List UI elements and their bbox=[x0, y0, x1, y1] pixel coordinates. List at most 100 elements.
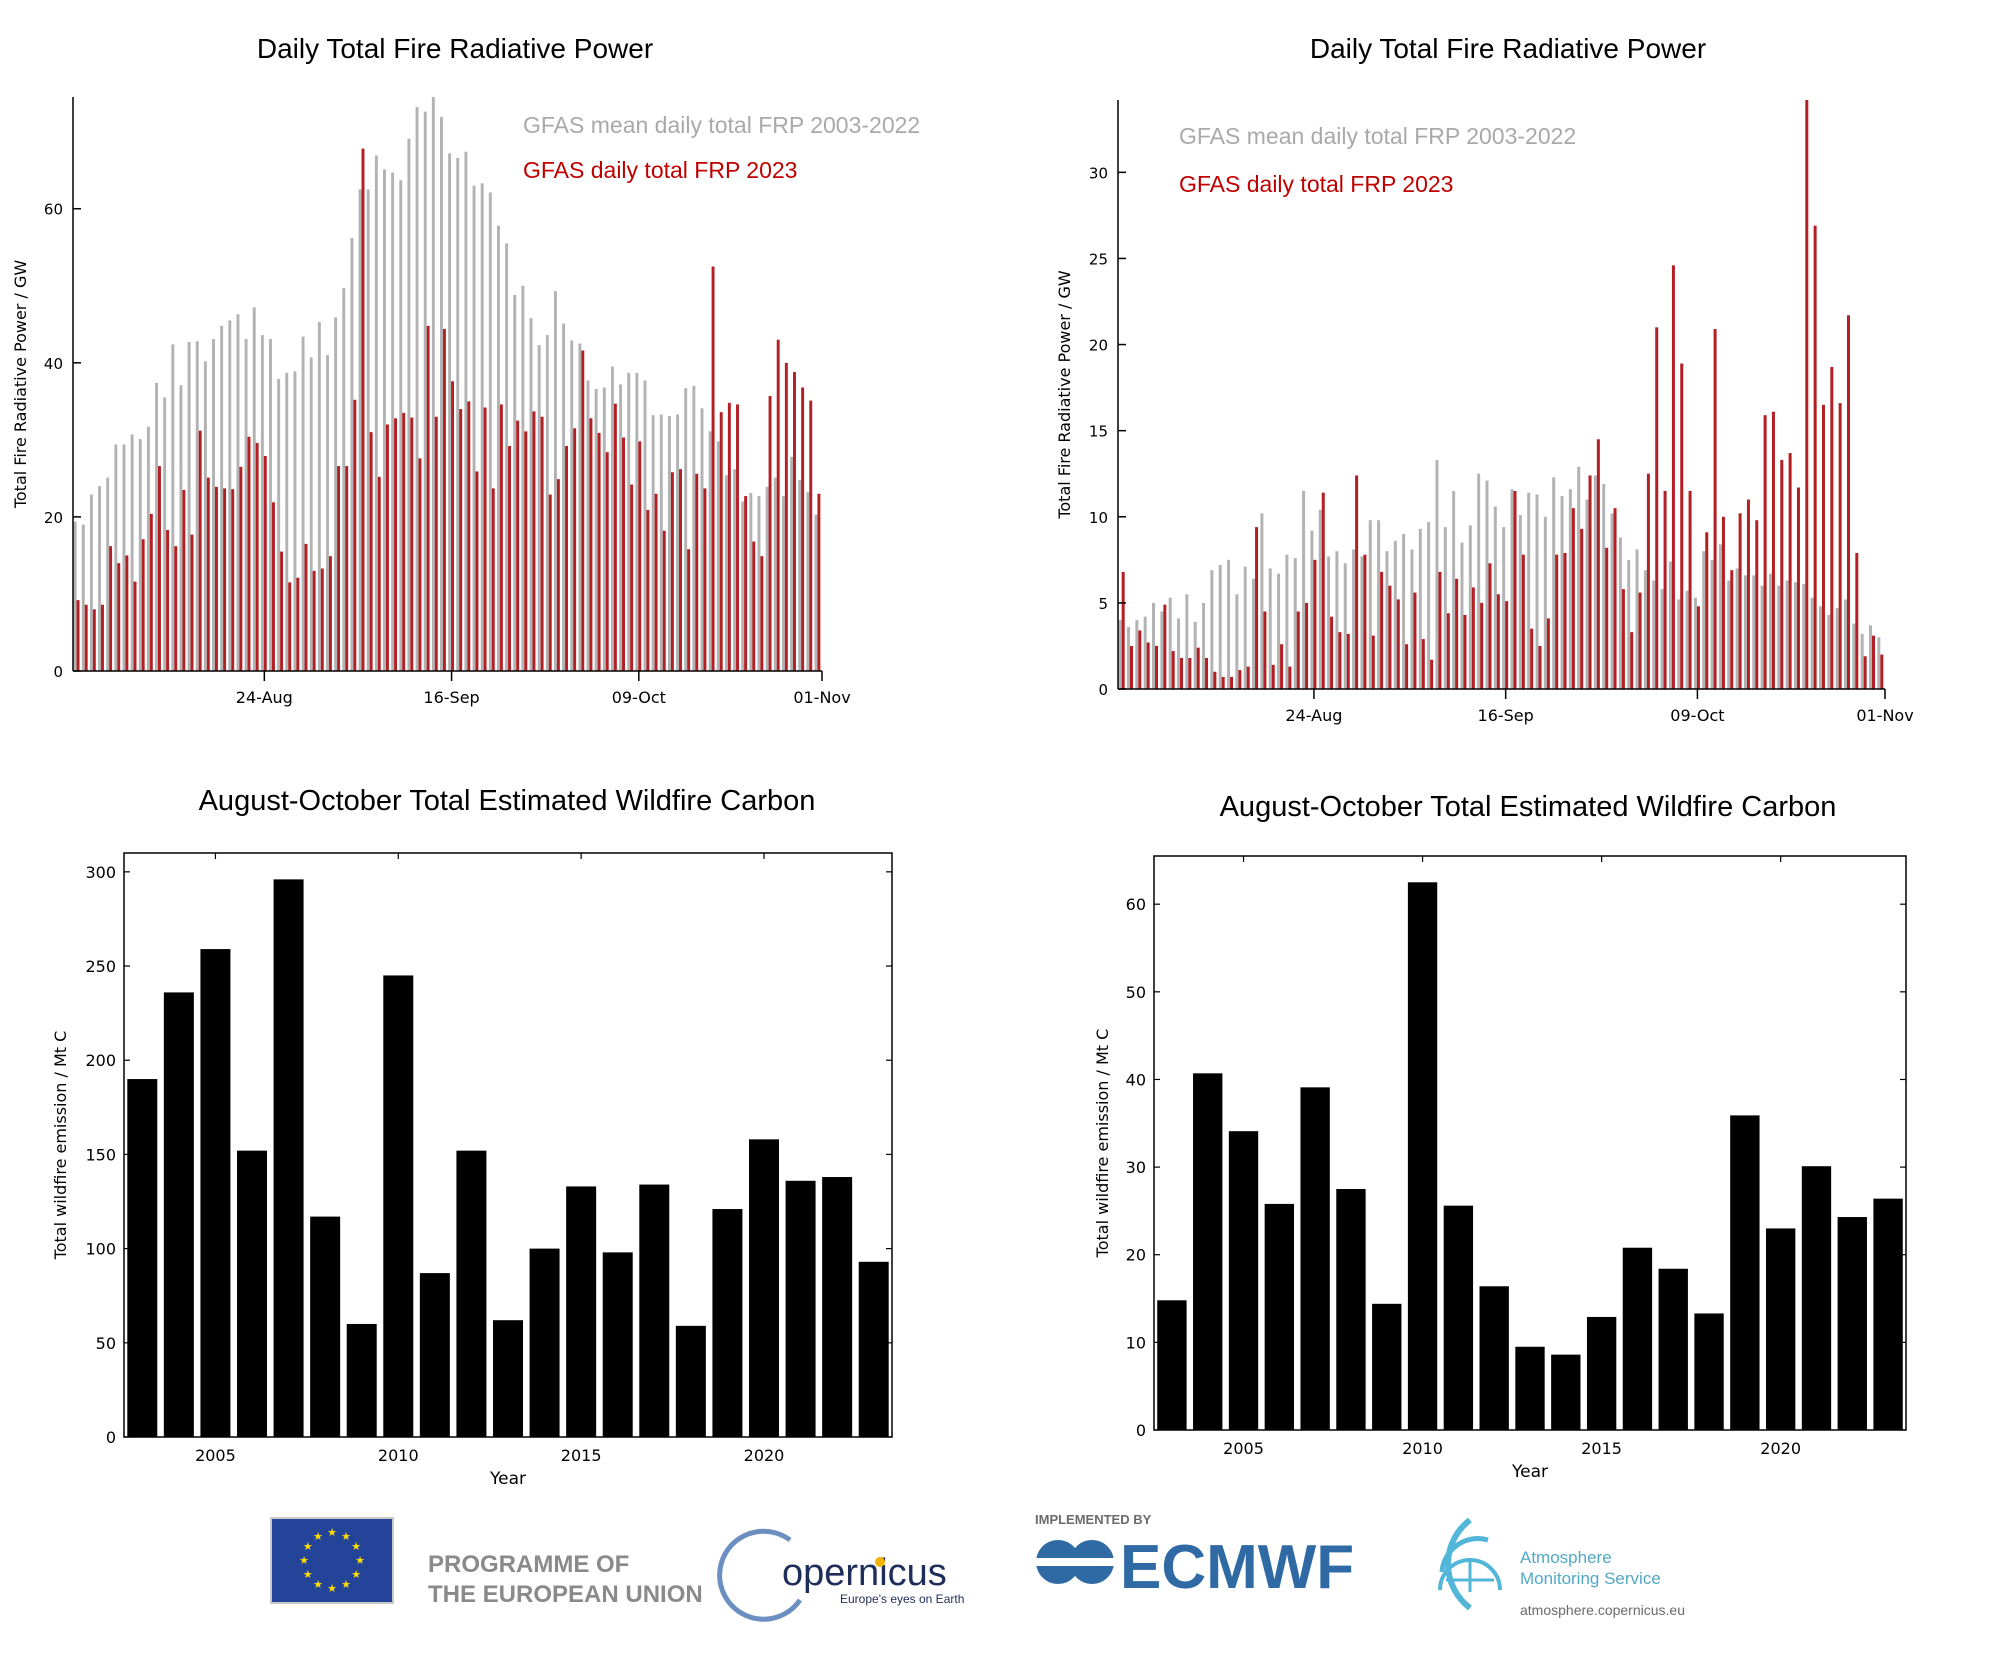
bar-year bbox=[1765, 1228, 1796, 1430]
bar-mean bbox=[1518, 515, 1522, 689]
bar-mean bbox=[1660, 589, 1664, 689]
x-tick-label: 2015 bbox=[1581, 1439, 1622, 1458]
bars bbox=[1157, 882, 1903, 1430]
bar-mean bbox=[1810, 597, 1814, 689]
footer-logos: ★ ★★★★★★★★★★★ PROGRAMME OF THE EUROPEAN U… bbox=[270, 1512, 1685, 1622]
bar-mean bbox=[448, 153, 452, 672]
bar-2023 bbox=[459, 409, 463, 671]
bar-mean bbox=[317, 321, 321, 671]
bar-mean bbox=[1135, 620, 1139, 689]
series-daily-2023 bbox=[76, 148, 821, 671]
plot-frame bbox=[1153, 855, 1907, 1431]
bar-mean bbox=[1385, 551, 1389, 689]
bar-mean bbox=[1627, 559, 1631, 689]
bar-mean bbox=[1535, 494, 1539, 689]
bar-2023 bbox=[1221, 676, 1225, 689]
bar-2023 bbox=[1738, 513, 1742, 689]
bar-2023 bbox=[174, 546, 178, 671]
bar-2023 bbox=[141, 539, 145, 671]
plot-frame bbox=[123, 852, 893, 1438]
bar-2023 bbox=[1246, 666, 1250, 689]
bar-mean bbox=[301, 336, 305, 671]
bar-2023 bbox=[1230, 676, 1234, 689]
eu-star-icon: ★ bbox=[327, 1582, 337, 1595]
bar-mean bbox=[277, 378, 281, 671]
bar-2023 bbox=[703, 488, 707, 671]
bar-2023 bbox=[231, 489, 235, 671]
bar-2023 bbox=[1580, 528, 1584, 689]
bar-2023 bbox=[296, 577, 300, 671]
legend-entry-2023: GFAS daily total FRP 2023 bbox=[1179, 171, 1453, 197]
copernicus-arc-icon bbox=[717, 1528, 803, 1622]
y-tick-label: 15 bbox=[1089, 423, 1108, 441]
bar-mean bbox=[342, 288, 346, 671]
bar-2023 bbox=[304, 543, 308, 671]
bar-2023 bbox=[1180, 658, 1184, 689]
bar-mean bbox=[1718, 544, 1722, 689]
y-axis-label: Total wildfire emission / Mt C bbox=[1093, 1029, 1112, 1259]
bar-mean bbox=[179, 385, 183, 671]
bar-2023 bbox=[1530, 628, 1534, 689]
bar-mean bbox=[1368, 520, 1372, 689]
chart-title: August-October Total Estimated Wildfire … bbox=[1220, 791, 1837, 823]
bar-mean bbox=[1335, 551, 1339, 689]
bar-year bbox=[749, 1139, 779, 1437]
bar-2023 bbox=[1480, 602, 1484, 689]
y-tick-label: 60 bbox=[1126, 895, 1146, 914]
bar-mean bbox=[1160, 611, 1164, 689]
bar-year bbox=[639, 1184, 670, 1437]
y-axis-label: Total Fire Radiative Power / GW bbox=[11, 260, 30, 510]
bar-2023 bbox=[1163, 604, 1167, 689]
bar-mean bbox=[293, 371, 297, 671]
bar-2023 bbox=[1555, 554, 1559, 689]
bar-mean bbox=[122, 444, 126, 671]
bar-year bbox=[1622, 1247, 1653, 1430]
bar-mean bbox=[228, 320, 232, 671]
bar-2023 bbox=[1763, 415, 1767, 689]
bar-2023 bbox=[1696, 606, 1700, 689]
bar-mean bbox=[1293, 558, 1297, 689]
bar-mean bbox=[553, 291, 557, 671]
bar-2023 bbox=[1488, 563, 1492, 689]
frp-chart-left: Daily Total Fire Radiative Power Total Fi… bbox=[11, 33, 920, 707]
bar-year bbox=[602, 1252, 633, 1437]
bar-2023 bbox=[1771, 411, 1775, 689]
eu-programme-line1: PROGRAMME OF bbox=[428, 1551, 629, 1578]
bar-mean bbox=[602, 387, 606, 671]
bar-mean bbox=[1327, 556, 1331, 689]
bar-mean bbox=[749, 493, 753, 671]
bar-mean bbox=[358, 189, 362, 671]
bar-mean bbox=[244, 338, 248, 671]
bar-mean bbox=[1852, 623, 1856, 689]
bar-mean bbox=[440, 117, 443, 671]
bar-2023 bbox=[1605, 547, 1609, 689]
bar-mean bbox=[676, 414, 680, 671]
bar-mean bbox=[1235, 594, 1239, 689]
bar-2023 bbox=[1271, 664, 1275, 689]
bar-2023 bbox=[1455, 578, 1459, 689]
x-tick-label: 24-Aug bbox=[236, 688, 293, 707]
bar-mean bbox=[537, 345, 541, 671]
copernicus-logo: opernicus Europe's eyes on Earth bbox=[717, 1528, 964, 1622]
bar-2023 bbox=[1655, 327, 1659, 689]
bar-year bbox=[200, 949, 231, 1437]
bar-mean bbox=[187, 342, 191, 671]
bar-2023 bbox=[475, 471, 479, 671]
bar-mean bbox=[1285, 554, 1289, 689]
bar-2023 bbox=[1471, 587, 1475, 689]
bar-year bbox=[127, 1079, 158, 1437]
bar-2023 bbox=[190, 534, 194, 671]
bar-mean bbox=[1485, 480, 1489, 689]
bar-mean bbox=[1802, 583, 1806, 689]
bar-2023 bbox=[516, 420, 520, 671]
ecmwf-caption: IMPLEMENTED BY bbox=[1035, 1512, 1152, 1527]
bar-mean bbox=[497, 225, 500, 672]
chart-title: Daily Total Fire Radiative Power bbox=[257, 33, 653, 64]
bar-year bbox=[237, 1150, 267, 1437]
y-tick-label: 50 bbox=[1126, 983, 1146, 1002]
bar-2023 bbox=[1830, 366, 1834, 689]
bar-mean bbox=[667, 415, 671, 671]
eu-flag-logo: ★ ★★★★★★★★★★★ bbox=[270, 1517, 394, 1604]
bar-mean bbox=[1210, 570, 1214, 689]
bar-year bbox=[712, 1209, 743, 1437]
